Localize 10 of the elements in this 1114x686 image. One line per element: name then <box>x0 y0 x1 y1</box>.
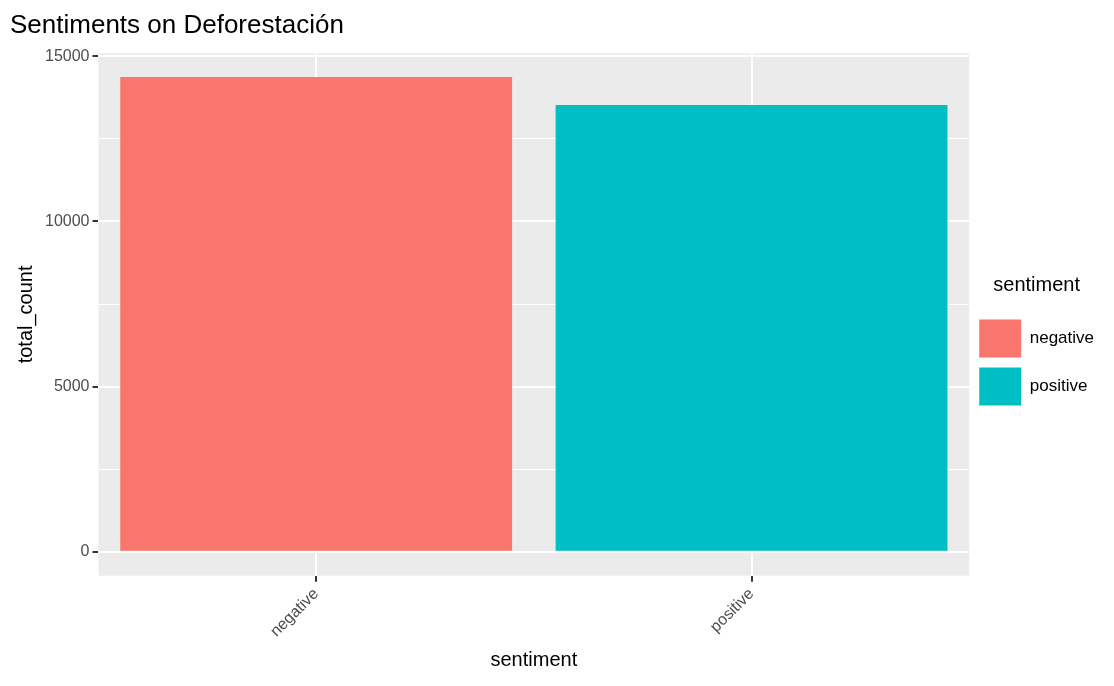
legend-label: positive <box>1029 376 1088 396</box>
y-tick-label: 15000 <box>44 46 90 64</box>
y-tick-label: 10000 <box>44 211 90 229</box>
y-tick-label: 5000 <box>53 377 90 395</box>
legend-title: sentiment <box>993 273 1081 296</box>
y-tick-label: 0 <box>80 542 90 560</box>
chart-title: Sentiments on Deforestación <box>10 8 344 39</box>
legend-label: negative <box>1029 328 1095 348</box>
y-axis-title: total_count <box>13 265 37 364</box>
x-axis-title: sentiment <box>490 647 578 670</box>
